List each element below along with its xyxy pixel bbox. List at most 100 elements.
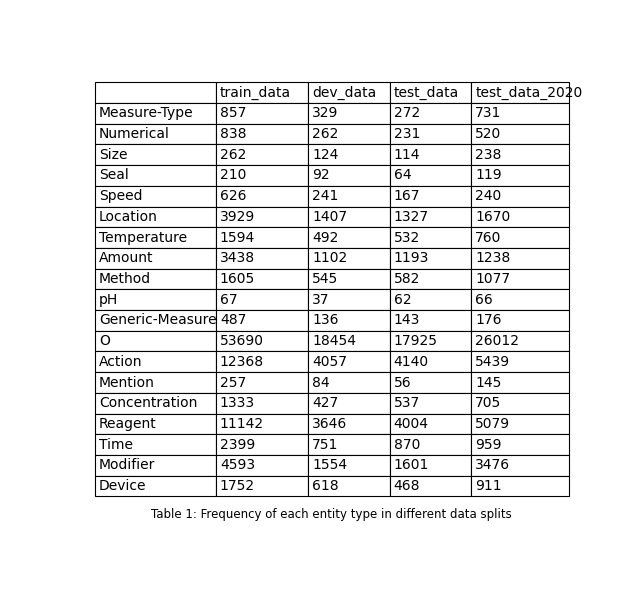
Text: 64: 64 [394, 168, 412, 183]
Text: 241: 241 [312, 189, 339, 203]
Text: 145: 145 [475, 375, 502, 389]
Bar [308, 269, 390, 290]
Bar [471, 290, 568, 310]
Bar [216, 434, 308, 455]
Text: pH: pH [99, 293, 118, 307]
Bar [308, 455, 390, 476]
Bar [390, 206, 471, 227]
Bar [390, 434, 471, 455]
Text: 1601: 1601 [394, 459, 429, 472]
Bar [390, 103, 471, 124]
Bar [471, 82, 568, 103]
Text: 537: 537 [394, 396, 420, 410]
Bar [308, 310, 390, 331]
Text: Time: Time [99, 438, 133, 452]
Bar [390, 352, 471, 372]
Bar [216, 206, 308, 227]
Bar [390, 455, 471, 476]
Text: Numerical: Numerical [99, 127, 170, 141]
Text: 124: 124 [312, 148, 339, 162]
Text: 92: 92 [312, 168, 330, 183]
Text: 760: 760 [475, 230, 502, 245]
Bar [95, 165, 216, 186]
Bar [216, 227, 308, 248]
Bar [216, 476, 308, 496]
Text: 487: 487 [220, 313, 246, 327]
Text: 4140: 4140 [394, 355, 429, 369]
Bar [471, 103, 568, 124]
Text: 26012: 26012 [475, 334, 519, 348]
Text: 4004: 4004 [394, 417, 429, 431]
Bar [308, 124, 390, 144]
Text: 272: 272 [394, 106, 420, 121]
Text: 114: 114 [394, 148, 420, 162]
Bar [216, 290, 308, 310]
Bar [216, 414, 308, 434]
Bar [95, 269, 216, 290]
Text: 37: 37 [312, 293, 330, 307]
Text: 5079: 5079 [475, 417, 510, 431]
Text: 136: 136 [312, 313, 339, 327]
Bar [390, 331, 471, 352]
Text: Mention: Mention [99, 375, 155, 389]
Bar [390, 248, 471, 269]
Bar [216, 124, 308, 144]
Bar [390, 372, 471, 393]
Bar [95, 206, 216, 227]
Bar [390, 144, 471, 165]
Bar [471, 434, 568, 455]
Text: dev_data: dev_data [312, 86, 376, 100]
Text: 17925: 17925 [394, 334, 438, 348]
Text: 62: 62 [394, 293, 412, 307]
Text: 1193: 1193 [394, 251, 429, 265]
Bar [308, 206, 390, 227]
Bar [308, 331, 390, 352]
Bar [390, 82, 471, 103]
Bar [95, 248, 216, 269]
Bar [216, 372, 308, 393]
Text: 626: 626 [220, 189, 246, 203]
Text: 262: 262 [312, 127, 339, 141]
Text: 257: 257 [220, 375, 246, 389]
Text: 1327: 1327 [394, 210, 429, 224]
Text: Seal: Seal [99, 168, 129, 183]
Bar [471, 165, 568, 186]
Text: 167: 167 [394, 189, 420, 203]
Bar [308, 227, 390, 248]
Text: test_data: test_data [394, 86, 459, 100]
Text: 4593: 4593 [220, 459, 255, 472]
Bar [95, 393, 216, 414]
Text: 751: 751 [312, 438, 339, 452]
Text: 1670: 1670 [475, 210, 511, 224]
Bar [95, 372, 216, 393]
Text: Action: Action [99, 355, 142, 369]
Text: 18454: 18454 [312, 334, 356, 348]
Text: 520: 520 [475, 127, 501, 141]
Bar [308, 290, 390, 310]
Text: Temperature: Temperature [99, 230, 187, 245]
Text: Size: Size [99, 148, 127, 162]
Text: 11142: 11142 [220, 417, 264, 431]
Bar [471, 186, 568, 206]
Text: 53690: 53690 [220, 334, 264, 348]
Text: 1752: 1752 [220, 479, 255, 493]
Text: 492: 492 [312, 230, 339, 245]
Text: Modifier: Modifier [99, 459, 156, 472]
Bar [95, 331, 216, 352]
Bar [390, 186, 471, 206]
Text: 857: 857 [220, 106, 246, 121]
Text: Generic-Measure: Generic-Measure [99, 313, 216, 327]
Text: 3438: 3438 [220, 251, 255, 265]
Bar [308, 352, 390, 372]
Bar [216, 103, 308, 124]
Bar [95, 290, 216, 310]
Text: 238: 238 [475, 148, 502, 162]
Bar [308, 248, 390, 269]
Text: 4057: 4057 [312, 355, 347, 369]
Text: 618: 618 [312, 479, 339, 493]
Text: 240: 240 [475, 189, 501, 203]
Text: Speed: Speed [99, 189, 142, 203]
Text: O: O [99, 334, 109, 348]
Bar [390, 227, 471, 248]
Text: 210: 210 [220, 168, 246, 183]
